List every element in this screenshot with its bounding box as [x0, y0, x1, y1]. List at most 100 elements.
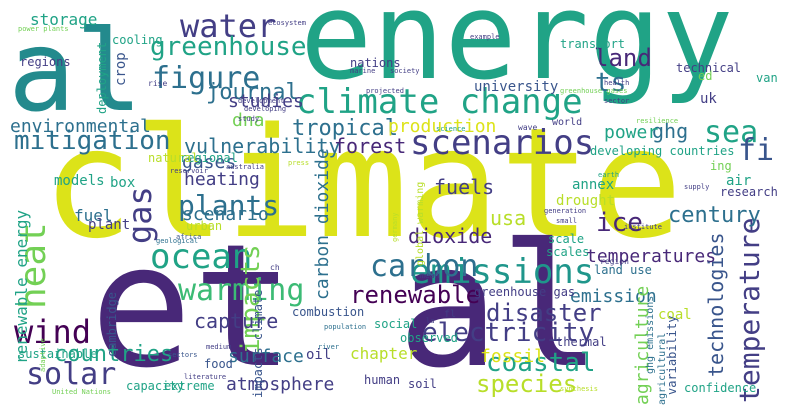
- cloud-word: wind: [14, 313, 92, 351]
- cloud-word: science: [436, 125, 466, 133]
- cloud-word: capture: [194, 309, 279, 333]
- cloud-word: university: [474, 79, 559, 95]
- cloud-word: renewable energy: [12, 210, 31, 365]
- cloud-word: press: [288, 159, 310, 167]
- cloud-word: fl: [444, 309, 457, 320]
- cloud-word: literature: [184, 373, 227, 381]
- cloud-word: storage: [30, 10, 98, 29]
- cloud-word: fuel: [74, 206, 113, 225]
- cloud-word: technologies: [704, 232, 728, 377]
- cloud-word: greenhouse gas: [474, 285, 576, 299]
- cloud-word: ghg: [652, 119, 689, 143]
- cloud-word: uk: [700, 91, 717, 107]
- cloud-word: coal: [658, 307, 692, 323]
- cloud-word: coastal: [486, 348, 596, 378]
- cloud-word: power: [604, 122, 659, 143]
- cloud-word: study: [238, 115, 260, 123]
- cloud-word: germany: [391, 212, 399, 242]
- cloud-word: ing: [710, 159, 732, 173]
- cloud-word: observed: [400, 331, 458, 345]
- cloud-word: social: [374, 317, 418, 331]
- cloud-word: society: [390, 67, 420, 75]
- cloud-word: power plants: [18, 25, 69, 33]
- cloud-word: medium: [206, 343, 232, 351]
- cloud-word: surface: [228, 346, 304, 367]
- cloud-word: agricultural: [657, 332, 668, 405]
- cloud-word: countries: [54, 342, 174, 367]
- cloud-word: disaster: [486, 299, 602, 327]
- cloud-word: solar: [26, 357, 117, 392]
- cloud-word: resilience: [636, 117, 679, 125]
- cloud-word: scenario: [182, 204, 269, 225]
- cloud-word: extreme: [164, 379, 215, 393]
- cloud-word: cambridge: [105, 292, 119, 358]
- cloud-word: supply: [684, 183, 710, 191]
- cloud-word: energy: [300, 0, 734, 107]
- cloud-word: gases: [182, 152, 237, 173]
- cloud-word: geological: [156, 237, 199, 245]
- cloud-word: vulnerability: [184, 134, 341, 158]
- cloud-word: emission: [570, 286, 657, 307]
- cloud-word: water: [180, 7, 277, 45]
- cloud-word: climate: [42, 95, 683, 272]
- cloud-word: dioxide: [408, 224, 493, 248]
- cloud-word: box: [110, 175, 136, 191]
- cloud-word: human: [364, 373, 401, 387]
- cloud-word: United Nations: [52, 388, 112, 396]
- cloud-word: confidence: [684, 381, 757, 395]
- cloud-word: thermal: [556, 335, 607, 349]
- cloud-word: land: [594, 44, 652, 72]
- cloud-word: health: [604, 79, 630, 87]
- cloud-word: transport: [560, 37, 626, 51]
- cloud-word: ocean: [150, 237, 253, 277]
- cloud-word: regions: [20, 55, 71, 69]
- cloud-word: example: [470, 33, 500, 41]
- cloud-word: sea: [704, 115, 759, 150]
- cloud-word: dna: [232, 110, 265, 131]
- cloud-word: journal: [206, 80, 299, 105]
- cloud-word: land use: [594, 263, 652, 277]
- cloud-word: soil: [408, 377, 437, 391]
- cloud-word: capacity: [126, 379, 184, 393]
- cloud-word: ed: [698, 69, 713, 83]
- cloud-word: forest: [334, 134, 407, 158]
- cloud-word: air: [726, 173, 752, 189]
- cloud-word: climate change: [296, 82, 583, 122]
- cloud-word: drought: [556, 193, 616, 209]
- cloud-word: atmosphere: [226, 374, 335, 395]
- cloud-word: greenhouse: [150, 32, 307, 62]
- cloud-word: plant: [88, 217, 131, 233]
- cloud-word: synthesis: [560, 385, 598, 393]
- cloud-word: environmental: [10, 116, 151, 137]
- cloud-word: van: [756, 71, 778, 85]
- cloud-word: sustainable: [18, 347, 98, 361]
- cloud-word: annex: [572, 177, 615, 193]
- cloud-word: fossil: [480, 346, 546, 367]
- cloud-word: food: [204, 357, 233, 371]
- cloud-word: fuels: [434, 175, 495, 199]
- cloud-word: australia: [226, 163, 264, 171]
- cloud-word: ts: [595, 68, 627, 98]
- cloud-word: warming: [178, 273, 305, 308]
- cloud-word: global warming: [415, 182, 426, 267]
- cloud-word: emissions: [410, 252, 595, 292]
- cloud-word: urban: [186, 219, 223, 233]
- cloud-word: renewable: [350, 281, 481, 309]
- cloud-word: marine: [350, 67, 376, 75]
- cloud-word: et al: [90, 208, 602, 405]
- cloud-word: scale: [548, 232, 585, 246]
- cloud-word: ghg emissions: [645, 296, 656, 375]
- cloud-word: al: [8, 7, 143, 137]
- cloud-word: africa: [176, 233, 202, 241]
- cloud-word: ice: [596, 208, 643, 238]
- cloud-word: figure: [152, 61, 261, 96]
- cloud-word: reservoir: [170, 167, 208, 175]
- cloud-word: crop: [113, 52, 129, 86]
- cloud-word: mitigation: [14, 126, 171, 156]
- cloud-word: sectors: [168, 351, 198, 359]
- cloud-word: models: [54, 173, 105, 189]
- cloud-word: developing countries: [590, 144, 735, 158]
- cloud-word: generation: [544, 207, 587, 215]
- cloud-word: temperature: [733, 218, 766, 404]
